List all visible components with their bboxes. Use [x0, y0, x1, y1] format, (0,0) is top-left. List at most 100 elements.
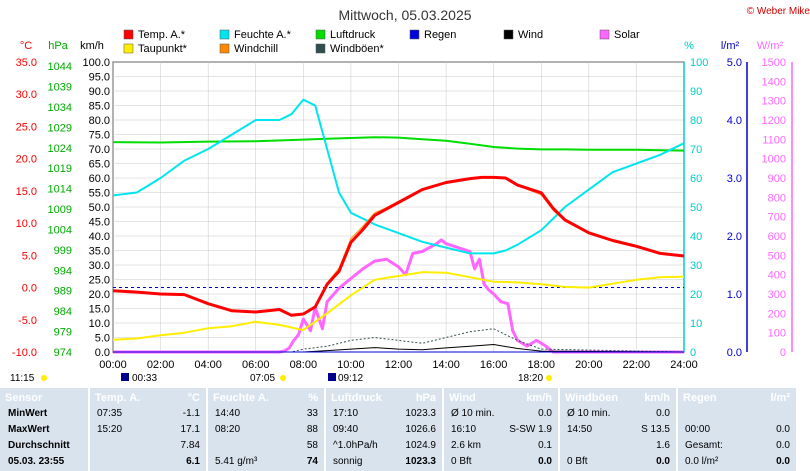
table-cell-value: 0.0: [776, 440, 790, 451]
solar-tick-label: 600: [768, 231, 786, 243]
table-row-label: MaxWert: [8, 424, 50, 435]
table-header-label: Temp. A.: [95, 392, 141, 404]
humidity-tick-label: 20: [690, 289, 702, 301]
table-cell-value: 0.0: [656, 456, 670, 467]
legend-label: Taupunkt*: [138, 43, 188, 55]
solar-axis-unit: W/m²: [757, 40, 784, 52]
series-line-taupunkt: [112, 271, 685, 341]
legend-swatch: [409, 29, 420, 40]
table-header-label: Wind: [449, 392, 476, 404]
table-header-unit: %: [308, 392, 318, 404]
table-cell-value: 0.1: [538, 440, 552, 451]
temp-tick-label: 25.0: [16, 121, 37, 133]
wind-tick-label: 80.0: [89, 115, 110, 127]
table-header-unit: l/m²: [770, 392, 790, 404]
wind-tick-label: 30.0: [89, 260, 110, 272]
table-header-label: Windböen: [565, 392, 619, 404]
table-header-unit: km/h: [526, 392, 552, 404]
pressure-tick-label: 979: [54, 327, 72, 339]
legend-label: Windchill: [234, 43, 278, 55]
wind-tick-label: 60.0: [89, 173, 110, 185]
wind-tick-label: 75.0: [89, 130, 110, 142]
table-header-unit: hPa: [415, 392, 436, 404]
solar-tick-label: 400: [768, 270, 786, 282]
solar-tick-label: 1400: [762, 76, 786, 88]
solar-tick-label: 500: [768, 250, 786, 262]
table-column-bg: [678, 388, 796, 471]
chart-title: Mittwoch, 05.03.2025: [338, 7, 471, 23]
series-line-feuchte-a: [112, 98, 685, 255]
pressure-tick-label: 984: [54, 306, 72, 318]
x-tick-label: 24:00: [670, 359, 698, 371]
x-tick-label: 18:00: [527, 359, 555, 371]
table-row-label: 05.03. 23:55: [8, 456, 65, 467]
series-line-temp-a: [112, 175, 685, 317]
table-column-bg: [560, 388, 676, 471]
table-cell-value: 0.0: [538, 408, 552, 419]
temp-tick-label: 35.0: [16, 57, 37, 69]
table-cell-note: 16:10: [451, 424, 477, 435]
rain-tick-label: 1.0: [727, 289, 742, 301]
moon-icon: [328, 373, 336, 381]
series-line-luftdruck: [112, 136, 685, 152]
humidity-tick-label: 80: [690, 115, 702, 127]
x-tick-label: 00:00: [99, 359, 127, 371]
sun-event-time: 18:20: [518, 373, 543, 384]
table-cell-note: 09:40: [333, 424, 359, 435]
temp-tick-label: 0.0: [22, 283, 37, 295]
temp-axis-unit: °C: [20, 40, 32, 52]
pressure-tick-label: 999: [54, 245, 72, 257]
legend-label: Solar: [614, 29, 640, 41]
series-line-solar: [113, 238, 684, 354]
wind-tick-label: 45.0: [89, 217, 110, 229]
table-cell-note: ^1.0hPa/h: [333, 440, 378, 451]
x-tick-label: 04:00: [194, 359, 222, 371]
solar-tick-label: 100: [768, 328, 786, 340]
table-column-bg: [90, 388, 206, 471]
wind-tick-label: 95.0: [89, 72, 110, 84]
wind-axis-unit: km/h: [80, 40, 104, 52]
table-header-label: Sensor: [5, 392, 43, 404]
wind-tick-label: 85.0: [89, 101, 110, 113]
wind-tick-label: 65.0: [89, 159, 110, 171]
temp-tick-label: 20.0: [16, 154, 37, 166]
wind-tick-label: 90.0: [89, 86, 110, 98]
temp-tick-label: -5.0: [18, 315, 37, 327]
table-cell-value: -1.1: [182, 408, 200, 419]
x-tick-label: 12:00: [385, 359, 413, 371]
table-cell-value: S-SW 1.9: [509, 424, 552, 435]
pressure-axis-unit: hPa: [48, 40, 68, 52]
table-header-label: Luftdruck: [331, 392, 382, 404]
legend-swatch: [219, 43, 230, 54]
table-cell-value: 1024.9: [405, 440, 436, 451]
x-tick-label: 14:00: [432, 359, 460, 371]
table-header-label: Regen: [683, 392, 717, 404]
pressure-tick-label: 1019: [48, 163, 72, 175]
legend-label: Windböen*: [330, 43, 385, 55]
pressure-tick-label: 1009: [48, 204, 72, 216]
table-cell-note: 2.6 km: [451, 440, 482, 451]
table-header-unit: km/h: [644, 392, 670, 404]
solar-tick-label: 1000: [762, 154, 786, 166]
legend-label: Wind: [518, 29, 543, 41]
temp-tick-label: 30.0: [16, 89, 37, 101]
sun-icon: [546, 375, 552, 381]
legend-swatch: [315, 29, 326, 40]
solar-tick-label: 1500: [762, 57, 786, 69]
x-tick-label: 02:00: [147, 359, 175, 371]
sun-event-time: 00:33: [132, 373, 157, 384]
table-cell-note: sonnig: [333, 456, 363, 467]
wind-tick-label: 5.0: [95, 333, 110, 345]
legend-swatch: [123, 43, 134, 54]
table-cell-value: 33: [306, 408, 318, 419]
solar-tick-label: 1300: [762, 96, 786, 108]
wind-tick-label: 100.0: [82, 57, 110, 69]
humidity-tick-label: 40: [690, 231, 702, 243]
table-column-bg: [0, 388, 88, 471]
sun-icon: [41, 375, 47, 381]
rain-tick-label: 4.0: [727, 115, 742, 127]
series-line-wind: [113, 344, 685, 353]
wind-tick-label: 15.0: [89, 304, 110, 316]
solar-tick-label: 900: [768, 173, 786, 185]
pressure-tick-label: 1044: [48, 61, 72, 73]
